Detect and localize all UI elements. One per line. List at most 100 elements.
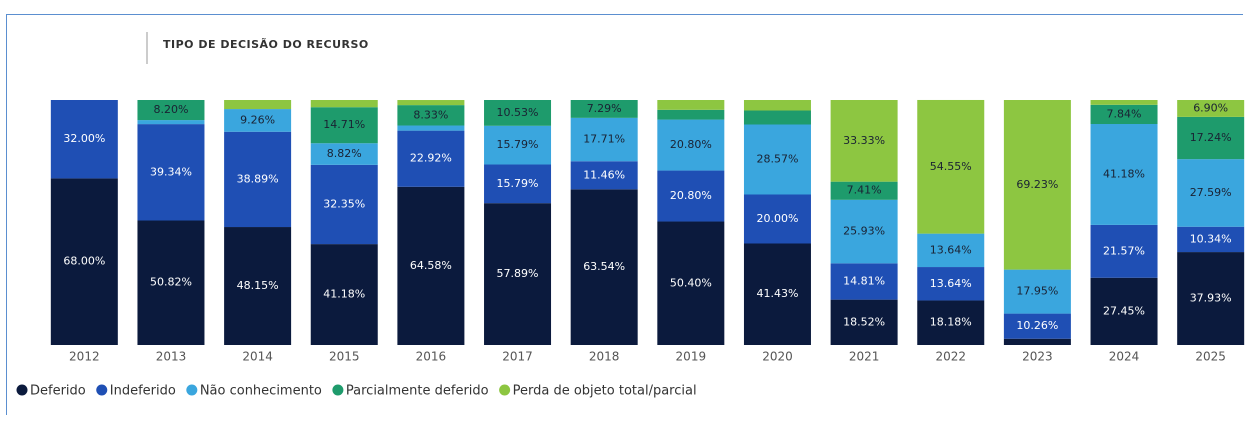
value-label: 37.93% (1190, 292, 1232, 305)
value-label: 14.71% (323, 118, 365, 131)
value-label: 38.89% (237, 172, 279, 185)
bar-segment (830, 299, 898, 345)
bar-segment (484, 125, 552, 165)
bar-segment (570, 161, 638, 190)
legend-label: Não conhecimento (200, 384, 322, 399)
x-tick-label: 2017 (502, 350, 533, 364)
bar-segment (50, 178, 118, 345)
value-label: 17.24% (1190, 131, 1232, 144)
value-label: 41.43% (756, 287, 798, 300)
value-label: 41.18% (1103, 167, 1145, 180)
bar-segment (830, 181, 898, 200)
bar-segment (397, 186, 465, 345)
bar-segment (570, 117, 638, 162)
value-label: 28.57% (756, 152, 798, 165)
value-label: 22.92% (410, 152, 452, 165)
bar-segment (397, 130, 465, 187)
legend-label: Perda de objeto total/parcial (513, 384, 697, 399)
x-tick-label: 2018 (589, 350, 620, 364)
value-label: 64.58% (410, 259, 452, 272)
x-tick-label: 2015 (329, 350, 360, 364)
bar-segment (657, 100, 725, 110)
value-label: 14.81% (843, 274, 885, 287)
bar-segment (484, 203, 552, 345)
bar-segment (1177, 100, 1245, 117)
bar-segment (1090, 224, 1158, 278)
bar-segment (917, 233, 985, 268)
bar-segment (917, 267, 985, 301)
bar-segment (1090, 100, 1158, 105)
bar-segment (310, 143, 378, 165)
chart-title: TIPO DE DECISÃO DO RECURSO (163, 38, 369, 51)
value-label: 69.23% (1016, 178, 1058, 191)
value-label: 7.29% (587, 102, 622, 115)
value-label: 32.00% (63, 132, 105, 145)
value-label: 7.84% (1107, 107, 1142, 120)
bar-segment (570, 100, 638, 118)
value-label: 18.18% (930, 316, 972, 329)
value-label: 10.26% (1016, 319, 1058, 332)
value-label: 57.89% (497, 267, 539, 280)
value-label: 17.95% (1016, 285, 1058, 298)
x-tick-label: 2023 (1022, 350, 1053, 364)
bar-segment (1177, 116, 1245, 160)
bar-segment (917, 300, 985, 345)
bar-segment (1177, 252, 1245, 345)
bar-segment (137, 100, 205, 121)
value-label: 18.52% (843, 315, 885, 328)
legend-label: Deferido (30, 384, 86, 399)
bar-segment (1003, 100, 1071, 270)
bar-segment (50, 100, 118, 179)
value-label: 54.55% (930, 160, 972, 173)
bar-segment (657, 221, 725, 345)
value-label: 63.54% (583, 260, 625, 273)
legend-swatch (499, 384, 511, 396)
legend-swatch (96, 384, 108, 396)
bar-segment (830, 199, 898, 264)
x-tick-label: 2019 (676, 350, 707, 364)
value-label: 27.59% (1190, 186, 1232, 199)
bar-segment (397, 125, 465, 131)
value-label: 13.64% (930, 277, 972, 290)
bar-segment (484, 164, 552, 204)
bar-segment (1090, 277, 1158, 345)
value-label: 15.79% (497, 138, 539, 151)
bar-segment (484, 100, 552, 126)
bar-segment (570, 189, 638, 345)
bar-segment (310, 107, 378, 144)
legend-label: Indeferido (110, 384, 176, 399)
bar-segment (1177, 226, 1245, 253)
value-label: 8.20% (153, 103, 188, 116)
value-label: 10.53% (497, 106, 539, 119)
value-label: 68.00% (63, 255, 105, 268)
value-label: 7.41% (847, 184, 882, 197)
bar-segment (917, 99, 985, 234)
bar-segment (743, 124, 811, 195)
value-label: 11.46% (583, 168, 625, 181)
value-label: 33.33% (843, 134, 885, 147)
value-label: 8.33% (413, 108, 448, 121)
bar-segment (224, 100, 292, 110)
bar-segment (657, 119, 725, 171)
legend-swatch (186, 384, 198, 396)
bar-segment (397, 100, 465, 106)
x-tick-label: 2012 (69, 350, 100, 364)
x-tick-label: 2013 (156, 350, 187, 364)
bar-segment (137, 220, 205, 345)
value-label: 48.15% (237, 279, 279, 292)
bar-segment (1003, 313, 1071, 339)
bar-segment (743, 243, 811, 345)
frame (6, 14, 1243, 415)
bar-segment (657, 109, 725, 120)
legend-label: Parcialmente deferido (346, 384, 489, 399)
value-label: 6.90% (1193, 101, 1228, 114)
value-label: 13.64% (930, 243, 972, 256)
bar-segment (657, 170, 725, 222)
value-label: 50.82% (150, 276, 192, 289)
legend-swatch (332, 384, 344, 396)
bar-segment (224, 131, 292, 228)
bar-segment (137, 124, 205, 221)
bar-segment (224, 227, 292, 345)
legend-swatch (16, 384, 28, 396)
